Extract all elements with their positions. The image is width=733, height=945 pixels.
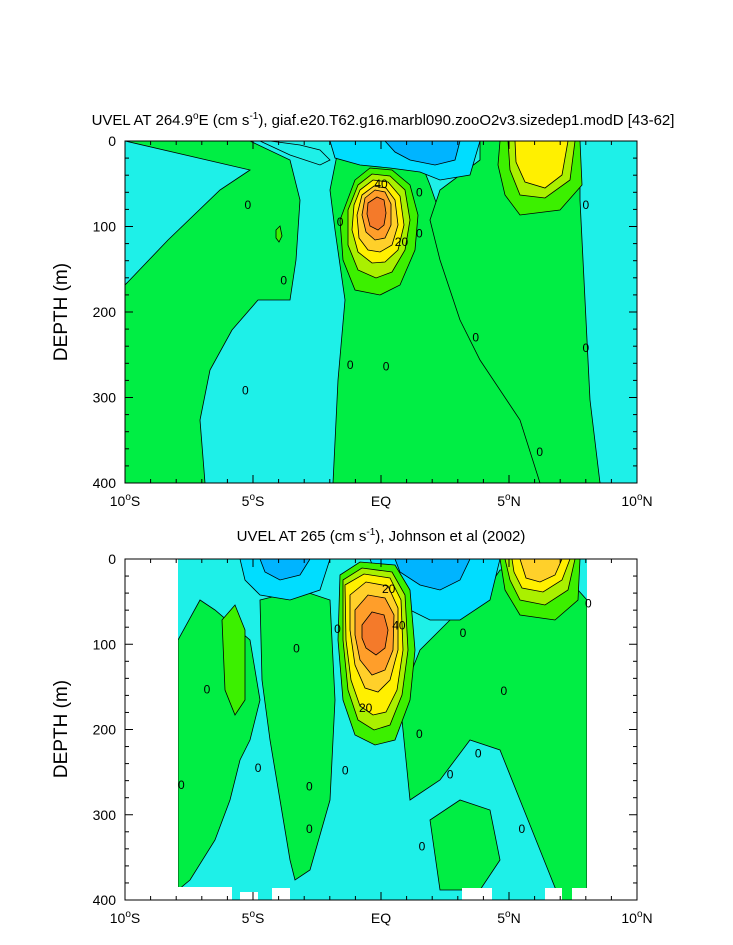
obs-x-tick-label: 10oS [110, 909, 140, 926]
obs-contour-label: 0 [306, 822, 313, 836]
model-contour-labels: 40 20 0 0 0 0 0 0 0 0 0 0 0 0 [242, 177, 589, 459]
obs-contour-label: 20 [382, 582, 396, 596]
model-y-tick-label: 0 [108, 133, 116, 149]
obs-contour-label: 0 [475, 746, 482, 760]
obs-band-side-yellowgreen [221, 604, 246, 716]
obs-y-tick-label: 100 [93, 636, 117, 652]
obs-panel-title: UVEL AT 265 (cm s-1), Johnson et al (200… [237, 527, 526, 545]
obs-x-tick-label: 5oN [497, 909, 520, 926]
model-contour-label: 40 [374, 177, 388, 191]
model-contour-label: 0 [280, 273, 287, 287]
obs-contour-label: 0 [178, 778, 185, 792]
model-x-tick-label: 10oN [621, 492, 652, 509]
model-y-tick-label: 200 [93, 304, 117, 320]
obs-contour-panel: UVEL AT 265 (cm s-1), Johnson et al (200… [51, 527, 653, 926]
obs-y-tick-label: 0 [108, 551, 116, 567]
model-y-axis-label: DEPTH (m) [51, 263, 72, 361]
obs-missing-bottom [178, 887, 587, 900]
obs-band-east-gold [519, 559, 563, 583]
obs-contour-label: 0 [334, 622, 341, 636]
model-contour-label: 0 [242, 384, 249, 398]
model-x-tick-label: 5oS [242, 492, 265, 509]
contour-band-euc-orange-dark [366, 196, 387, 231]
obs-band-east-green-2 [429, 799, 501, 891]
model-contour-label: 0 [582, 341, 589, 355]
model-y-tick-label: 300 [93, 390, 117, 406]
obs-contour-label: 0 [419, 839, 426, 853]
obs-contour-labels: 20 40 20 0 0 0 0 0 0 0 0 0 0 0 0 0 0 0 0 [178, 582, 592, 853]
model-contour-label: 0 [582, 198, 589, 212]
obs-band-west-green-2 [259, 589, 336, 881]
obs-y-axis-label: DEPTH (m) [51, 680, 72, 778]
obs-y-tick-label: 300 [93, 807, 117, 823]
obs-contour-label: 20 [359, 701, 373, 715]
contour-band-east-yellow-core [514, 141, 569, 189]
obs-contour-label: 0 [306, 780, 313, 794]
model-contour-label: 0 [536, 445, 543, 459]
obs-contour-label: 0 [501, 684, 508, 698]
obs-band-surface-neg-west-dark [259, 559, 311, 581]
obs-contour-label: 0 [447, 768, 454, 782]
obs-contour-fill [178, 559, 587, 900]
obs-contour-label: 0 [460, 626, 467, 640]
obs-band-surface-neg-east-dark [394, 559, 471, 591]
contour-band-surface-negative-dark [384, 141, 461, 166]
model-contour-fill [125, 141, 637, 483]
model-panel-title: UVEL AT 264.9oE (cm s-1), giaf.e20.T62.g… [92, 111, 675, 129]
model-contour-panel: UVEL AT 264.9oE (cm s-1), giaf.e20.T62.g… [51, 111, 674, 509]
model-x-tick-label: 5oN [497, 492, 520, 509]
obs-x-tick-label: 5oS [242, 909, 265, 926]
model-contour-label: 0 [472, 331, 479, 345]
model-y-tick-label: 400 [93, 475, 117, 491]
model-y-tick-label: 100 [93, 219, 117, 235]
obs-contour-label: 0 [416, 727, 423, 741]
model-contour-label: 0 [416, 185, 423, 199]
model-contour-label: 0 [347, 358, 354, 372]
obs-contour-label: 0 [342, 763, 349, 777]
contour-band-east-green [429, 141, 601, 483]
obs-contour-label: 0 [204, 682, 211, 696]
obs-band-euc-orange-dark [361, 611, 389, 656]
obs-contour-label: 0 [255, 761, 262, 775]
model-x-tick-label: 10oS [110, 492, 140, 509]
obs-y-tick-label: 400 [93, 892, 117, 908]
contour-band-west-green-inner [125, 141, 331, 166]
model-contour-label: 0 [245, 198, 252, 212]
obs-contour-label: 0 [293, 642, 300, 656]
contour-band-west-green [125, 141, 301, 483]
contour-band-small-green [275, 225, 283, 243]
model-contour-label: 0 [416, 226, 423, 240]
obs-band-surface-neg-west [239, 559, 331, 601]
model-contour-label: 0 [383, 360, 390, 374]
model-contour-label: 0 [337, 215, 344, 229]
model-contour-label: 20 [395, 235, 409, 249]
obs-y-tick-label: 200 [93, 722, 117, 738]
obs-contour-label: 0 [585, 596, 592, 610]
obs-contour-label: 40 [392, 618, 406, 632]
obs-x-tick-label: EQ [371, 910, 391, 926]
model-x-tick-label: EQ [371, 493, 391, 509]
obs-contour-label: 0 [518, 822, 525, 836]
obs-x-tick-label: 10oN [621, 909, 652, 926]
